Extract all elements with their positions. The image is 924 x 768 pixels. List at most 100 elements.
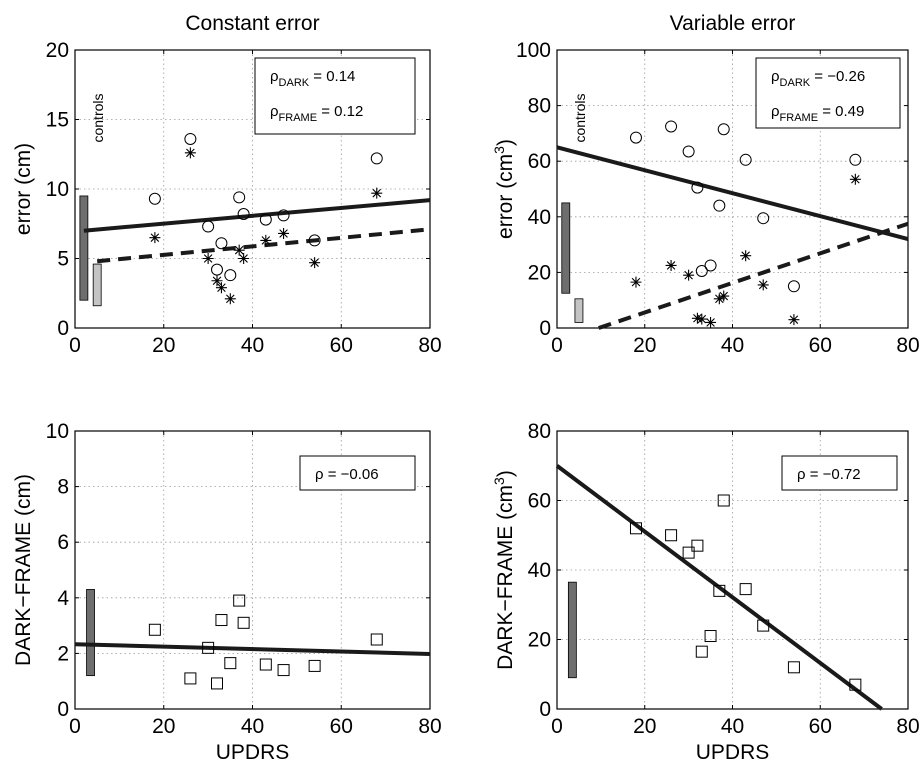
marker-star xyxy=(211,275,223,287)
y-tick-label: 40 xyxy=(528,206,551,229)
x-tick-label: 80 xyxy=(418,715,441,738)
y-axis-label-main: DARK−FRAME (cm) xyxy=(12,474,35,666)
legend-entry: ρFRAME = 0.12 xyxy=(270,103,363,124)
marker-star xyxy=(309,257,321,269)
marker-circle xyxy=(224,269,237,282)
marker-circle xyxy=(184,132,197,145)
y-tick-label: 10 xyxy=(46,420,69,443)
x-tick-label: 20 xyxy=(152,715,175,738)
legend-value: = 0.49 xyxy=(818,103,864,120)
y-axis-label: DARK−FRAME (cm) xyxy=(12,474,35,666)
marker-square xyxy=(184,672,197,685)
y-axis-label: error (cm) xyxy=(12,143,35,235)
y-tick-label: 100 xyxy=(516,39,551,62)
fit-line-solid xyxy=(556,145,909,241)
legend-entry: ρFRAME = 0.49 xyxy=(771,103,864,124)
y-axis-label-main: error (cm) xyxy=(12,143,35,235)
x-axis-label: UPDRS xyxy=(696,741,770,764)
marker-circle xyxy=(739,153,752,166)
y-tick-label: 60 xyxy=(528,490,551,513)
y-tick-label: 60 xyxy=(528,150,551,173)
fit-line-solid xyxy=(83,198,431,233)
legend-entry: ρ = −0.06 xyxy=(315,466,379,483)
legend-box xyxy=(781,455,898,491)
legend-value: = −0.06 xyxy=(324,466,379,483)
y-axis-label-end: ) xyxy=(494,139,517,146)
marker-circle xyxy=(370,152,383,165)
y-axis-label: DARK−FRAME (cm3) xyxy=(491,470,517,670)
fit-line-solid xyxy=(74,642,431,656)
y-axis-label-end: ) xyxy=(494,470,517,477)
legend-box xyxy=(254,57,416,135)
x-tick-label: 80 xyxy=(896,334,919,357)
marker-circle xyxy=(717,123,730,136)
marker-circle xyxy=(259,213,272,226)
x-tick-label: 0 xyxy=(69,715,81,738)
marker-square xyxy=(849,678,862,691)
marker-square xyxy=(704,630,717,643)
marker-square xyxy=(713,584,726,597)
y-tick-label: 20 xyxy=(46,39,69,62)
marker-square xyxy=(211,677,223,690)
y-axis-label-superscript: 3 xyxy=(491,477,507,485)
marker-square xyxy=(682,546,695,559)
marker-star xyxy=(696,313,708,325)
legend-symbol: ρ xyxy=(771,68,780,85)
marker-star xyxy=(184,147,196,159)
y-tick-label: 0 xyxy=(57,317,69,340)
y-tick-label: 0 xyxy=(539,698,551,721)
legend-box xyxy=(755,57,901,129)
chart-title: Constant error xyxy=(185,12,319,35)
marker-star xyxy=(371,187,383,199)
legend-value: = −0.26 xyxy=(810,68,865,85)
controls-label: controls xyxy=(572,93,588,142)
y-tick-label: 5 xyxy=(57,248,69,271)
marker-star xyxy=(691,312,703,324)
legend-value: = 0.14 xyxy=(309,68,355,85)
x-tick-label: 80 xyxy=(896,715,919,738)
marker-circle xyxy=(308,234,321,247)
y-tick-label: 4 xyxy=(57,587,69,610)
control-bar xyxy=(567,581,577,679)
x-tick-label: 20 xyxy=(152,334,175,357)
marker-square xyxy=(308,659,321,672)
control-bar xyxy=(79,195,89,301)
legend-subscript: DARK xyxy=(279,77,310,89)
legend-value: = 0.12 xyxy=(317,103,363,120)
marker-star xyxy=(705,316,717,328)
marker-circle xyxy=(695,265,708,278)
marker-square xyxy=(277,664,290,677)
marker-square xyxy=(237,616,250,629)
y-tick-label: 20 xyxy=(528,261,551,284)
marker-square xyxy=(629,522,642,535)
x-tick-label: 40 xyxy=(241,334,264,357)
marker-square xyxy=(665,529,678,542)
chart-panel-1: 0 20 40 60 80 0 5 10 15 20 Constant error error (cm… xyxy=(12,12,442,357)
y-tick-label: 80 xyxy=(528,95,551,118)
x-tick-label: 40 xyxy=(721,715,744,738)
x-tick-label: 0 xyxy=(551,715,563,738)
fit-line-solid xyxy=(555,464,883,711)
marker-star xyxy=(238,253,250,264)
chart-title: Variable error xyxy=(670,12,796,35)
marker-star xyxy=(202,253,214,264)
x-tick-label: 60 xyxy=(809,334,832,357)
marker-star xyxy=(278,227,290,239)
y-tick-label: 2 xyxy=(57,642,69,665)
x-tick-label: 60 xyxy=(809,715,832,738)
y-tick-label: 80 xyxy=(528,420,551,443)
y-axis-label-superscript: 3 xyxy=(491,146,507,154)
control-bar xyxy=(574,298,584,323)
x-tick-label: 20 xyxy=(633,334,656,357)
y-axis-label-main: error (cm xyxy=(494,154,517,239)
legend-box xyxy=(299,455,416,491)
marker-square xyxy=(215,614,228,627)
legend-symbol: ρ xyxy=(797,466,806,483)
marker-star xyxy=(665,259,677,271)
x-tick-label: 20 xyxy=(633,715,656,738)
marker-star xyxy=(149,232,161,244)
marker-star xyxy=(630,276,642,288)
chart-panel-2: 0 20 40 60 80 0 20 40 60 80 100 Variable error error… xyxy=(491,12,920,357)
marker-circle xyxy=(277,209,290,222)
